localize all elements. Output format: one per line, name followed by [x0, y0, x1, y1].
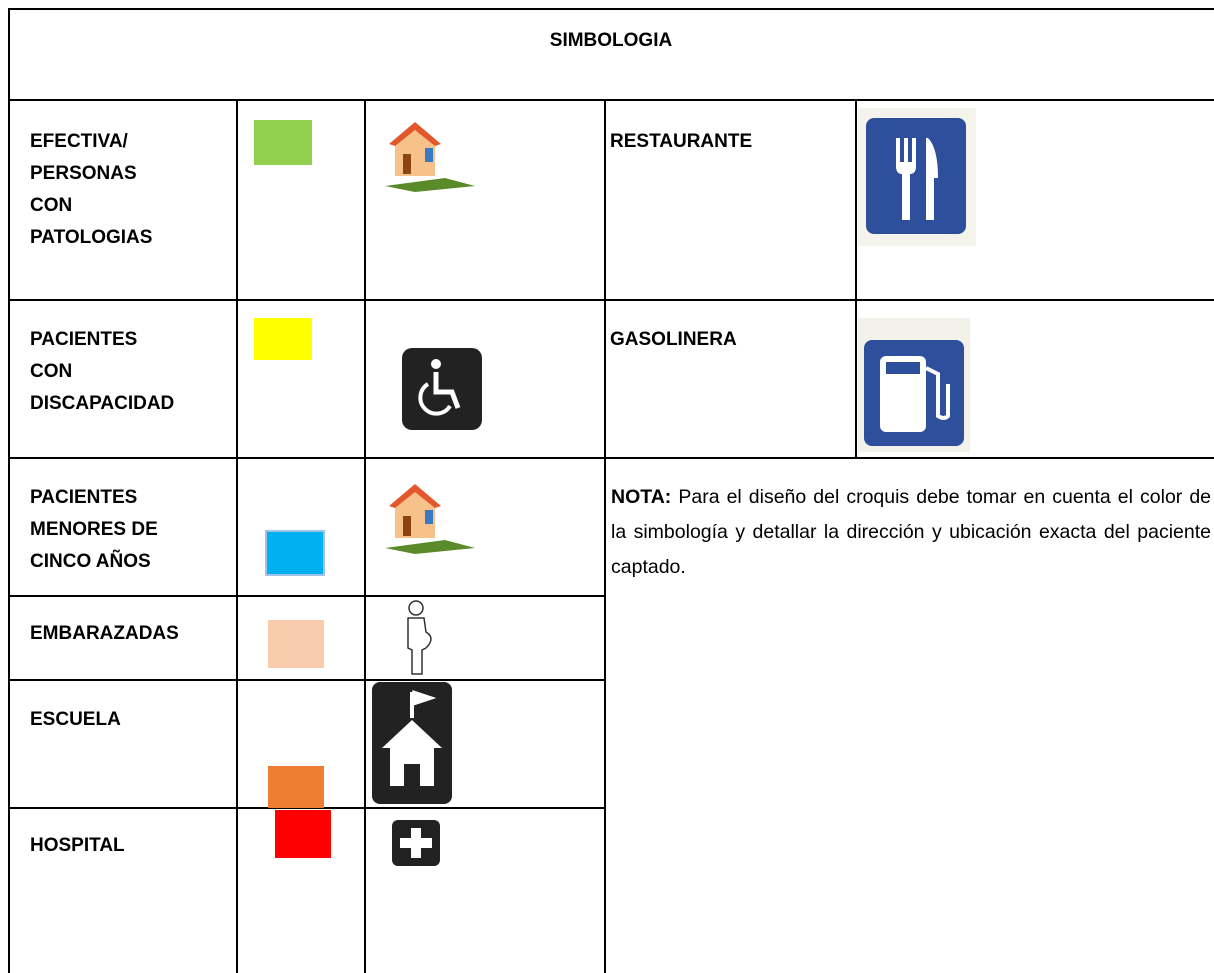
border	[364, 100, 366, 973]
note-text: Para el diseño del croquis debe tomar en…	[611, 486, 1212, 578]
gas-station-icon	[858, 318, 970, 452]
pregnant-icon	[407, 600, 432, 675]
legend-label: PACIENTES CON DISCAPACIDAD	[30, 329, 175, 414]
border	[8, 99, 1214, 101]
border	[8, 679, 605, 681]
swatch	[275, 810, 331, 858]
legend-label: EMBARAZADAS	[30, 623, 179, 644]
swatch	[254, 120, 312, 165]
legend-label: EFECTIVA/ PERSONAS CON PATOLOGIAS	[30, 131, 153, 248]
hospital-icon	[392, 820, 440, 866]
legend-label: PACIENTES MENORES DE CINCO AÑOS	[30, 487, 158, 572]
border	[604, 100, 606, 973]
border	[8, 807, 605, 809]
swatch	[268, 620, 324, 668]
border	[236, 100, 238, 973]
title: SIMBOLOGIA	[549, 30, 673, 51]
legend-label: HOSPITAL	[30, 835, 125, 856]
school-icon	[372, 682, 452, 804]
note: NOTA: Para el diseño del croquis debe to…	[611, 480, 1211, 585]
swatch	[268, 766, 324, 808]
place-label: GASOLINERA	[610, 329, 737, 350]
wheelchair-icon	[402, 348, 482, 430]
house-icon	[385, 484, 475, 554]
border	[8, 595, 605, 597]
house-icon	[385, 122, 475, 192]
swatch	[254, 318, 312, 360]
place-label: RESTAURANTE	[610, 131, 753, 152]
restaurant-icon	[858, 108, 976, 246]
border	[8, 457, 1214, 459]
border	[8, 8, 10, 973]
note-label: NOTA:	[611, 486, 672, 508]
border	[8, 299, 1214, 301]
swatch	[265, 530, 325, 576]
border	[8, 8, 1214, 10]
legend-label: ESCUELA	[30, 709, 121, 730]
border	[855, 100, 857, 458]
